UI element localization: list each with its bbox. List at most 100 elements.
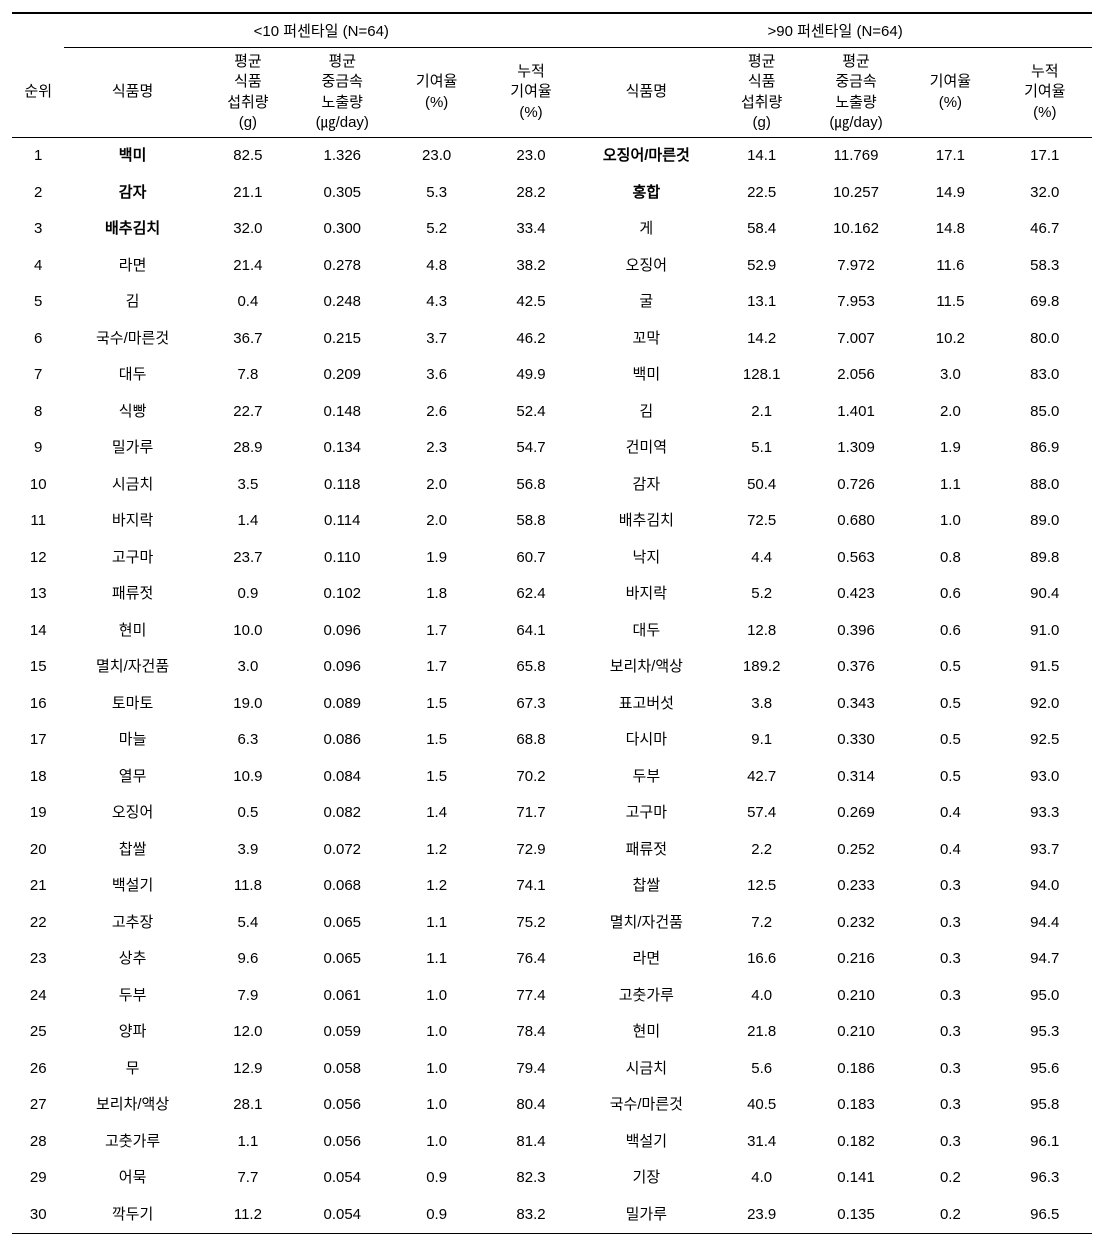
table-row: 16토마토19.00.0891.567.3표고버섯3.80.3430.592.0	[12, 686, 1092, 723]
intake-cell-left: 21.1	[201, 175, 295, 212]
intake-cell-left: 9.6	[201, 941, 295, 978]
exposure-cell-right: 0.376	[809, 649, 903, 686]
intake-cell-right: 3.8	[714, 686, 808, 723]
contrib-cell-left: 2.0	[389, 467, 483, 504]
cum-cell-right: 94.4	[998, 905, 1092, 942]
intake-cell-left: 10.0	[201, 613, 295, 650]
table-row: 29어묵7.70.0540.982.3기장4.00.1410.296.3	[12, 1160, 1092, 1197]
intake-cell-left: 6.3	[201, 722, 295, 759]
exposure-cell-right: 0.210	[809, 978, 903, 1015]
intake-cell-right: 16.6	[714, 941, 808, 978]
cum-cell-left: 83.2	[484, 1197, 578, 1234]
cum-cell-right: 17.1	[998, 138, 1092, 175]
exposure-cell-left: 0.110	[295, 540, 389, 577]
exposure-cell-right: 0.314	[809, 759, 903, 796]
exposure-cell-left: 0.058	[295, 1051, 389, 1088]
food-cell-left: 오징어	[64, 795, 200, 832]
exposure-cell-right: 0.232	[809, 905, 903, 942]
table-row: 22고추장5.40.0651.175.2멸치/자건품7.20.2320.394.…	[12, 905, 1092, 942]
intake-cell-right: 5.6	[714, 1051, 808, 1088]
table-row: 23상추9.60.0651.176.4라면16.60.2160.394.7	[12, 941, 1092, 978]
contrib-cell-right: 10.2	[903, 321, 997, 358]
exposure-cell-left: 0.209	[295, 357, 389, 394]
cum-cell-left: 56.8	[484, 467, 578, 504]
exposure-cell-left: 0.134	[295, 430, 389, 467]
food-cell-right: 백미	[578, 357, 714, 394]
rank-cell: 12	[12, 540, 64, 577]
cum-cell-left: 76.4	[484, 941, 578, 978]
rank-cell: 27	[12, 1087, 64, 1124]
contrib-cell-right: 0.6	[903, 576, 997, 613]
intake-cell-right: 5.2	[714, 576, 808, 613]
cum-cell-right: 94.7	[998, 941, 1092, 978]
exposure-cell-left: 0.118	[295, 467, 389, 504]
food-cell-left: 고춧가루	[64, 1124, 200, 1161]
contrib-cell-right: 3.0	[903, 357, 997, 394]
cum-cell-right: 92.0	[998, 686, 1092, 723]
contrib-cell-right: 0.4	[903, 832, 997, 869]
contrib-cell-right: 11.5	[903, 284, 997, 321]
rank-cell: 18	[12, 759, 64, 796]
contrib-cell-left: 1.1	[389, 941, 483, 978]
cum-cell-right: 91.0	[998, 613, 1092, 650]
food-cell-left: 무	[64, 1051, 200, 1088]
cum-cell-left: 80.4	[484, 1087, 578, 1124]
rank-cell: 24	[12, 978, 64, 1015]
exposure-cell-right: 7.007	[809, 321, 903, 358]
table-row: 27보리차/액상28.10.0561.080.4국수/마른것40.50.1830…	[12, 1087, 1092, 1124]
cum-cell-left: 77.4	[484, 978, 578, 1015]
rank-cell: 4	[12, 248, 64, 285]
exposure-cell-right: 7.953	[809, 284, 903, 321]
intake-cell-left: 3.9	[201, 832, 295, 869]
table-row: 9밀가루28.90.1342.354.7건미역5.11.3091.986.9	[12, 430, 1092, 467]
header-group-left: <10 퍼센타일 (N=64)	[64, 13, 578, 48]
rank-cell: 25	[12, 1014, 64, 1051]
food-cell-right: 대두	[578, 613, 714, 650]
contrib-cell-right: 11.6	[903, 248, 997, 285]
intake-cell-left: 21.4	[201, 248, 295, 285]
contrib-cell-left: 0.9	[389, 1160, 483, 1197]
food-cell-left: 식빵	[64, 394, 200, 431]
table-row: 25양파12.00.0591.078.4현미21.80.2100.395.3	[12, 1014, 1092, 1051]
food-cell-right: 홍합	[578, 175, 714, 212]
exposure-cell-right: 7.972	[809, 248, 903, 285]
table-row: 10시금치3.50.1182.056.8감자50.40.7261.188.0	[12, 467, 1092, 504]
food-cell-right: 배추김치	[578, 503, 714, 540]
contrib-cell-left: 2.6	[389, 394, 483, 431]
exposure-cell-right: 0.252	[809, 832, 903, 869]
contrib-cell-right: 1.0	[903, 503, 997, 540]
exposure-cell-right: 11.769	[809, 138, 903, 175]
exposure-cell-left: 0.056	[295, 1124, 389, 1161]
contrib-cell-left: 4.8	[389, 248, 483, 285]
cum-cell-left: 68.8	[484, 722, 578, 759]
intake-cell-left: 19.0	[201, 686, 295, 723]
cum-cell-left: 75.2	[484, 905, 578, 942]
rank-cell: 11	[12, 503, 64, 540]
cum-cell-left: 58.8	[484, 503, 578, 540]
contrib-cell-right: 14.8	[903, 211, 997, 248]
food-cell-right: 보리차/액상	[578, 649, 714, 686]
cum-cell-left: 78.4	[484, 1014, 578, 1051]
food-cell-right: 감자	[578, 467, 714, 504]
contrib-cell-left: 1.8	[389, 576, 483, 613]
intake-cell-right: 72.5	[714, 503, 808, 540]
contrib-cell-left: 1.2	[389, 832, 483, 869]
exposure-cell-left: 0.114	[295, 503, 389, 540]
header-food-l: 식품명	[64, 48, 200, 138]
contrib-cell-right: 0.4	[903, 795, 997, 832]
cum-cell-right: 32.0	[998, 175, 1092, 212]
food-cell-left: 양파	[64, 1014, 200, 1051]
rank-cell: 16	[12, 686, 64, 723]
food-cell-right: 꼬막	[578, 321, 714, 358]
intake-cell-left: 0.4	[201, 284, 295, 321]
exposure-cell-left: 0.065	[295, 941, 389, 978]
food-cell-left: 마늘	[64, 722, 200, 759]
exposure-cell-right: 0.423	[809, 576, 903, 613]
intake-cell-left: 0.5	[201, 795, 295, 832]
exposure-cell-right: 0.233	[809, 868, 903, 905]
intake-cell-right: 40.5	[714, 1087, 808, 1124]
cum-cell-right: 95.6	[998, 1051, 1092, 1088]
contrib-cell-left: 5.2	[389, 211, 483, 248]
food-cell-right: 백설기	[578, 1124, 714, 1161]
food-cell-left: 고추장	[64, 905, 200, 942]
